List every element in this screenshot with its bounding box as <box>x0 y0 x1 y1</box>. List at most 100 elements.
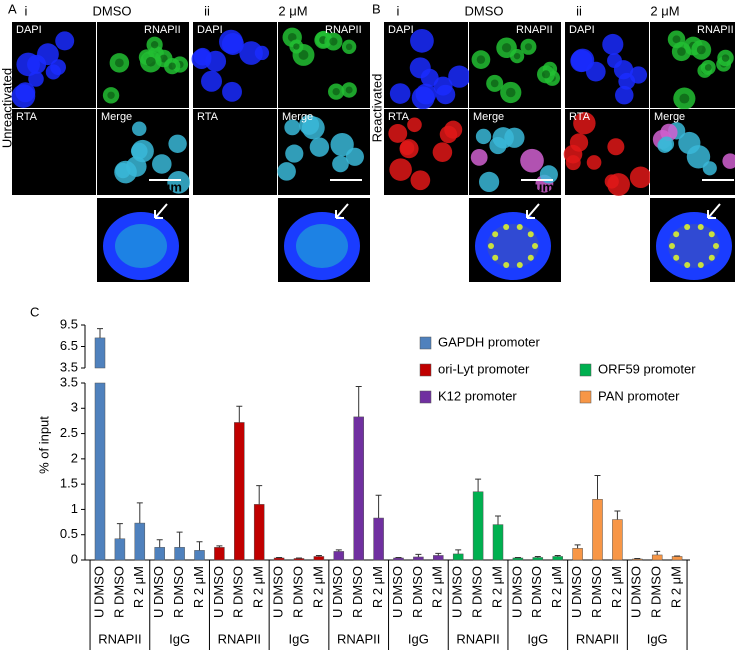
nucleus-inner <box>168 62 176 70</box>
group-label: IgG <box>647 631 668 646</box>
nucleus <box>565 155 581 171</box>
nucleus <box>411 86 435 110</box>
nucleus-inner <box>476 55 486 64</box>
nucleus <box>55 31 75 51</box>
error-bar <box>475 478 482 492</box>
bar <box>94 382 106 561</box>
nucleus-inner <box>721 54 730 62</box>
bar <box>134 522 146 561</box>
nucleus <box>407 117 422 133</box>
y-tick-label: 9.5 <box>60 316 78 331</box>
channel-label: Merge <box>473 111 504 123</box>
x-tick-label: R 2 μM <box>251 566 266 608</box>
nucleus <box>573 111 596 135</box>
column-condition: DMSO <box>93 3 132 18</box>
legend-label: ORF59 promoter <box>598 361 696 376</box>
y-tick-label: 2.5 <box>60 425 78 440</box>
row-label: Unreactivated <box>0 68 14 148</box>
nucleus <box>388 124 408 143</box>
zoom-nucleus-core <box>668 224 720 268</box>
x-tick-label: R DMSO <box>290 566 305 618</box>
bar <box>671 556 683 561</box>
error-bar <box>674 555 681 557</box>
bar <box>154 547 165 561</box>
image-cell: Merge <box>277 109 370 195</box>
x-tick-label: U DMSO <box>390 566 405 618</box>
group-label: RNAPII <box>337 631 380 646</box>
y-tick-label: 3 <box>71 400 78 415</box>
error-bar <box>554 554 561 557</box>
nucleus <box>602 33 624 55</box>
nucleus <box>722 153 735 169</box>
nucleus-inner <box>696 45 706 55</box>
nucleus <box>167 171 190 194</box>
zoom-focus <box>673 254 680 261</box>
legend-label: K12 promoter <box>438 388 517 403</box>
nucleus <box>330 132 354 157</box>
zoom-focus <box>673 231 680 238</box>
image-background <box>193 109 277 195</box>
channel-label: Merge <box>654 111 685 123</box>
scale-bar-label: 10μm <box>701 179 735 194</box>
error-bar <box>335 549 342 552</box>
nucleus <box>254 45 270 61</box>
x-tick-label: R DMSO <box>350 566 365 618</box>
bar <box>353 416 364 561</box>
x-tick-label: U DMSO <box>271 566 286 618</box>
nucleus <box>571 48 595 72</box>
image-cell: RNAPII <box>278 22 370 108</box>
error-bar <box>614 510 621 520</box>
image-cell: DAPI <box>565 22 649 108</box>
nucleus <box>520 148 544 173</box>
zoom-focus <box>503 223 510 230</box>
nucleus <box>309 137 330 157</box>
nucleus <box>615 85 634 105</box>
nucleus <box>277 162 296 181</box>
zoom-focus <box>503 262 510 269</box>
image-cell: Merge <box>650 109 735 195</box>
nucleus <box>114 160 137 184</box>
zoom-focus <box>532 243 538 249</box>
row-label: Reactivated <box>369 74 384 143</box>
image-cell: Merge <box>469 109 561 195</box>
image-cell: RTA <box>12 109 96 195</box>
zoom-focus <box>708 254 715 261</box>
x-tick-label: R DMSO <box>111 566 126 618</box>
channel-label: RTA <box>388 111 410 123</box>
zoom-label: Merge <box>473 198 510 213</box>
bar <box>174 547 185 561</box>
nucleus-inner <box>672 35 681 44</box>
zoom-focus <box>488 243 495 250</box>
zoom-arrow <box>154 203 168 219</box>
image-background <box>12 109 96 195</box>
x-tick-label: U DMSO <box>211 566 226 618</box>
bar <box>452 553 464 561</box>
channel-label: RNAPII <box>697 24 734 36</box>
x-tick-label: U DMSO <box>91 566 106 618</box>
error-bar <box>116 523 123 539</box>
bar <box>333 551 345 561</box>
x-tick-label: R DMSO <box>589 566 604 618</box>
nucleus <box>299 114 320 135</box>
column-numeral: i <box>25 3 28 18</box>
nucleus <box>504 127 525 148</box>
bar <box>214 547 225 561</box>
nucleus <box>152 154 172 174</box>
group-label: RNAPII <box>98 631 141 646</box>
nucleus <box>470 148 488 166</box>
x-tick-label: R 2 μM <box>489 566 504 608</box>
error-bar <box>315 554 322 557</box>
error-bar <box>176 531 183 548</box>
channel-label: RTA <box>16 111 38 123</box>
bar <box>512 557 524 561</box>
x-tick-label: R DMSO <box>231 566 246 618</box>
nucleus <box>586 155 602 170</box>
x-tick-label: R DMSO <box>649 566 664 618</box>
zoom-focus <box>684 262 691 269</box>
nucleus <box>389 83 411 104</box>
error-bar <box>136 502 143 524</box>
nucleus-inner <box>524 43 533 51</box>
channel-label: DAPI <box>197 24 223 36</box>
x-tick-label: R 2 μM <box>131 566 146 608</box>
